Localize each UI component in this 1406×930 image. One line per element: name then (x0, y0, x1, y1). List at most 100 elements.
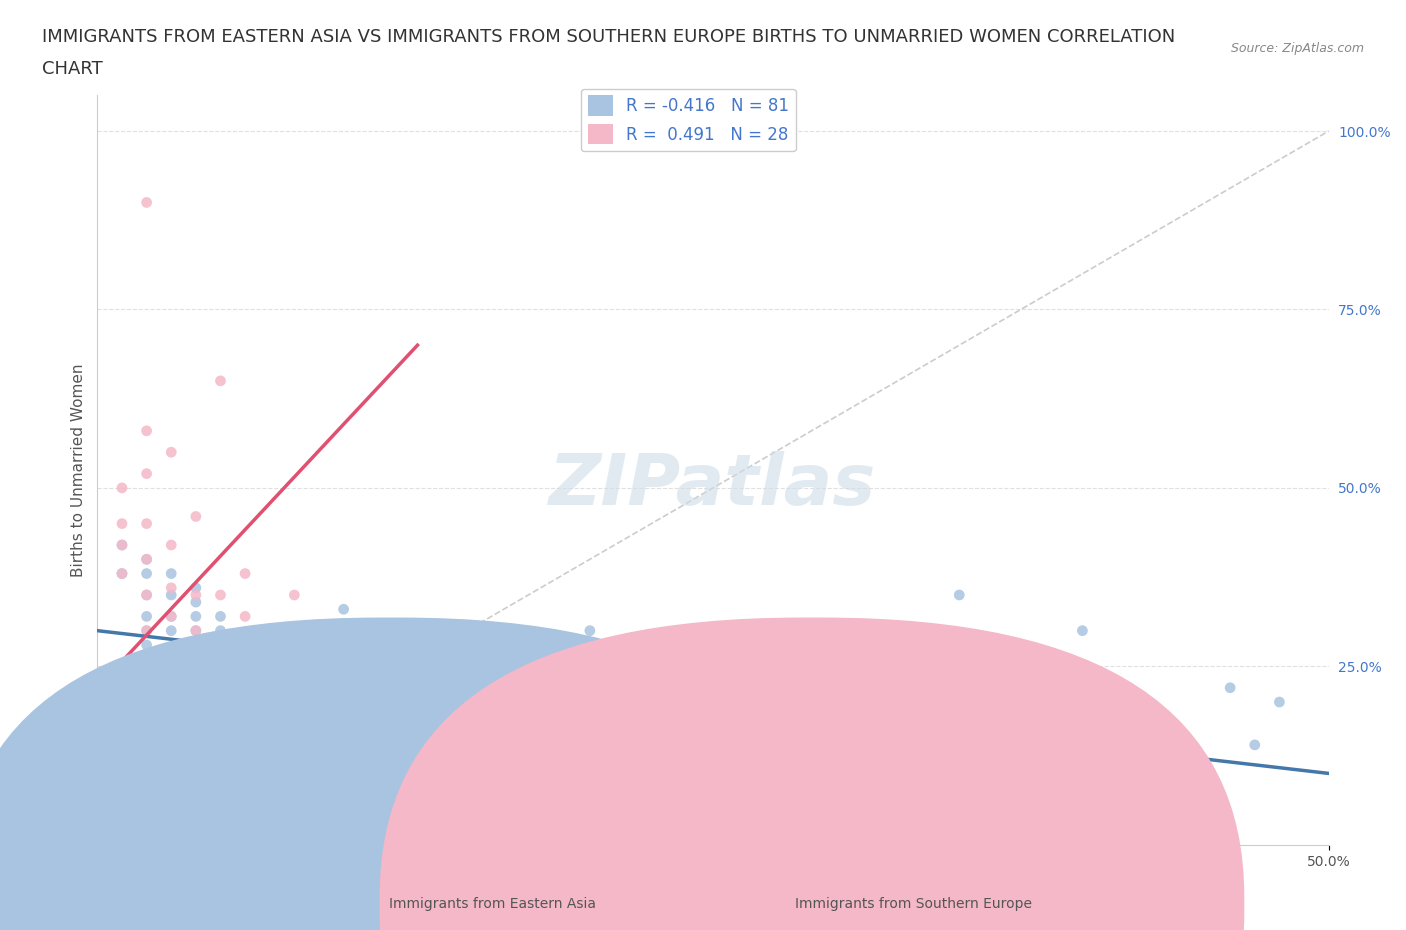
Point (332, 637, 354, 652)
Point (259, 659, 281, 674)
Point (283, 681, 305, 696)
Y-axis label: Births to Unmarried Women: Births to Unmarried Women (72, 364, 86, 577)
Point (357, 681, 380, 696)
Point (233, 566, 256, 581)
Text: Source: ZipAtlas.com: Source: ZipAtlas.com (1230, 42, 1364, 55)
Point (160, 609, 183, 624)
Point (973, 695, 995, 710)
Point (160, 580, 183, 595)
Point (160, 609, 183, 624)
Point (111, 538, 134, 552)
Point (332, 602, 354, 617)
Text: Immigrants from Southern Europe: Immigrants from Southern Europe (796, 897, 1032, 911)
Point (184, 594, 207, 609)
Point (456, 737, 478, 752)
Point (1243, 737, 1265, 752)
Point (160, 588, 183, 603)
Point (479, 695, 502, 710)
Point (209, 623, 232, 638)
Point (160, 538, 183, 552)
Point (997, 724, 1019, 738)
Point (111, 566, 134, 581)
Point (184, 666, 207, 681)
Point (875, 730, 897, 745)
Point (184, 609, 207, 624)
Point (308, 716, 330, 731)
Point (209, 709, 232, 724)
Point (233, 695, 256, 710)
Point (603, 730, 626, 745)
Point (184, 644, 207, 659)
Point (184, 588, 207, 603)
Point (825, 709, 848, 724)
Point (628, 695, 651, 710)
Point (233, 724, 256, 738)
Point (308, 623, 330, 638)
Text: IMMIGRANTS FROM EASTERN ASIA VS IMMIGRANTS FROM SOUTHERN EUROPE BIRTHS TO UNMARR: IMMIGRANTS FROM EASTERN ASIA VS IMMIGRAN… (42, 28, 1175, 46)
Point (233, 666, 256, 681)
Point (456, 681, 478, 696)
Point (184, 580, 207, 595)
Point (209, 637, 232, 652)
Point (259, 673, 281, 688)
Point (209, 609, 232, 624)
Point (406, 709, 429, 724)
Point (135, 423, 157, 438)
Point (233, 652, 256, 667)
Point (1071, 623, 1094, 638)
Point (579, 637, 602, 652)
Point (135, 623, 157, 638)
Point (924, 737, 946, 752)
Point (135, 588, 157, 603)
Point (135, 566, 157, 581)
Point (184, 623, 207, 638)
Text: ZIPatlas: ZIPatlas (550, 450, 877, 520)
Point (160, 566, 183, 581)
Point (135, 588, 157, 603)
Point (776, 695, 799, 710)
Point (160, 644, 183, 659)
Point (1219, 681, 1241, 696)
Point (209, 659, 232, 674)
Point (332, 637, 354, 652)
Point (283, 730, 305, 745)
Point (283, 709, 305, 724)
Point (430, 623, 453, 638)
Point (332, 623, 354, 638)
Point (308, 695, 330, 710)
Point (1022, 730, 1045, 745)
Point (184, 695, 207, 710)
Point (948, 588, 970, 603)
Point (135, 637, 157, 652)
Point (652, 709, 675, 724)
Text: CHART: CHART (42, 60, 103, 78)
Point (160, 445, 183, 459)
Point (381, 659, 404, 674)
Point (111, 566, 134, 581)
Point (233, 609, 256, 624)
Point (259, 724, 281, 738)
Point (554, 709, 576, 724)
Point (381, 637, 404, 652)
Text: Immigrants from Eastern Asia: Immigrants from Eastern Asia (388, 897, 596, 911)
Point (579, 623, 602, 638)
Point (727, 730, 749, 745)
Point (259, 652, 281, 667)
Point (1144, 751, 1167, 766)
Point (209, 374, 232, 389)
Point (233, 644, 256, 659)
Point (1268, 695, 1291, 710)
Point (160, 666, 183, 681)
Point (135, 466, 157, 481)
Point (135, 551, 157, 566)
Point (308, 737, 330, 752)
Point (135, 516, 157, 531)
Point (111, 481, 134, 496)
Point (456, 709, 478, 724)
Point (135, 551, 157, 566)
Point (678, 681, 700, 696)
Point (209, 681, 232, 696)
Point (184, 509, 207, 524)
Point (209, 637, 232, 652)
Point (184, 623, 207, 638)
